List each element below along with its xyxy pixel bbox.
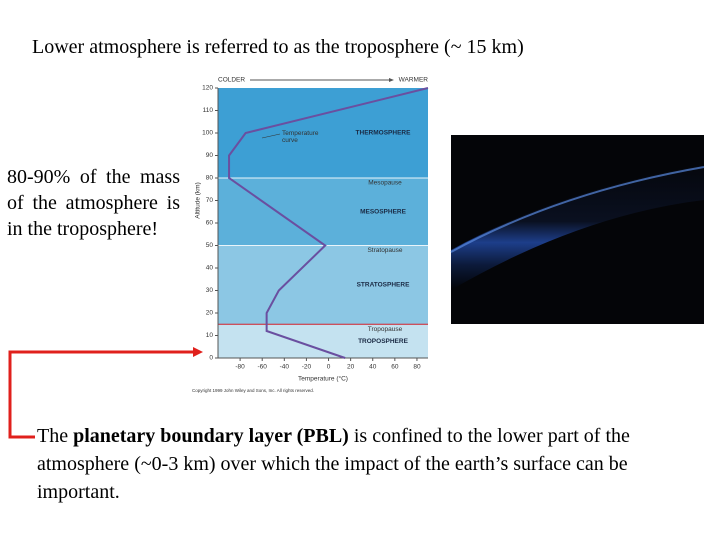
layer-band <box>218 324 428 358</box>
x-tick-label: -80 <box>235 364 245 371</box>
text: is confined to the lower part of the atm… <box>37 425 630 503</box>
horizon <box>451 165 704 290</box>
y-tick-label: 70 <box>206 197 214 204</box>
layer-band <box>218 178 428 246</box>
x-tick-label: -20 <box>302 364 312 371</box>
y-tick-label: 10 <box>206 332 214 339</box>
pause-label: Mesopause <box>368 180 402 187</box>
text: The <box>37 425 74 447</box>
y-tick-label: 60 <box>206 220 214 227</box>
pbl-note: The planetary boundary layer (PBL) is co… <box>37 422 667 506</box>
bold-term: planetary boundary layer (PBL) <box>73 425 349 447</box>
pause-label: Tropopause <box>368 326 403 333</box>
y-tick-label: 30 <box>206 287 214 294</box>
curve-leader <box>261 133 281 139</box>
x-axis-label: Temperature (°C) <box>298 375 348 383</box>
y-tick-label: 40 <box>206 265 214 272</box>
x-tick-label: 60 <box>391 364 399 371</box>
x-tick-label: 0 <box>327 364 331 371</box>
y-tick-label: 90 <box>206 152 214 159</box>
chart: TROPOSPHERE STRATOSPHERE MESOSPHERE THERMOS… <box>192 77 428 393</box>
copyright: Copyright 1999 John Wiley and Sons, Inc.… <box>192 388 314 393</box>
y-tick-label: 20 <box>206 310 214 317</box>
x-tick-label: -60 <box>258 364 268 371</box>
layer-band <box>218 88 428 178</box>
colder-label: COLDER <box>218 77 245 84</box>
y-tick-label: 50 <box>206 242 214 249</box>
layer-label: THERMOSPHERE <box>356 130 412 137</box>
slide-title: Lower atmosphere is referred to as the t… <box>32 36 524 58</box>
layer-label: STRATOSPHERE <box>357 282 411 289</box>
x-tick-label: 40 <box>369 364 377 371</box>
side-note: 80-90% of the mass of the atmosphere is … <box>7 166 180 240</box>
arrow-head <box>193 347 203 357</box>
layer-label: TROPOSPHERE <box>358 338 409 345</box>
pause-label: Stratopause <box>367 247 402 254</box>
horizon-glow <box>450 166 705 253</box>
y-tick-label: 80 <box>206 175 214 182</box>
curve-label: Temperature curve <box>282 130 319 144</box>
x-tick-label: -40 <box>280 364 290 371</box>
x-tick-label: 20 <box>347 364 355 371</box>
y-tick-label: 110 <box>203 107 214 114</box>
arrow <box>8 350 195 439</box>
y-tick-label: 100 <box>202 130 213 137</box>
y-tick-label: 0 <box>209 355 213 362</box>
layer-label: MESOSPHERE <box>360 208 407 215</box>
y-tick-label: 120 <box>202 85 213 92</box>
x-tick-label: 80 <box>413 364 421 371</box>
direction-arrow-head <box>389 78 394 82</box>
layer-band <box>218 245 428 325</box>
temperature-curve <box>228 87 429 359</box>
warmer-label: WARMER <box>399 77 429 84</box>
y-axis-label: Altitude (km) <box>195 182 202 218</box>
